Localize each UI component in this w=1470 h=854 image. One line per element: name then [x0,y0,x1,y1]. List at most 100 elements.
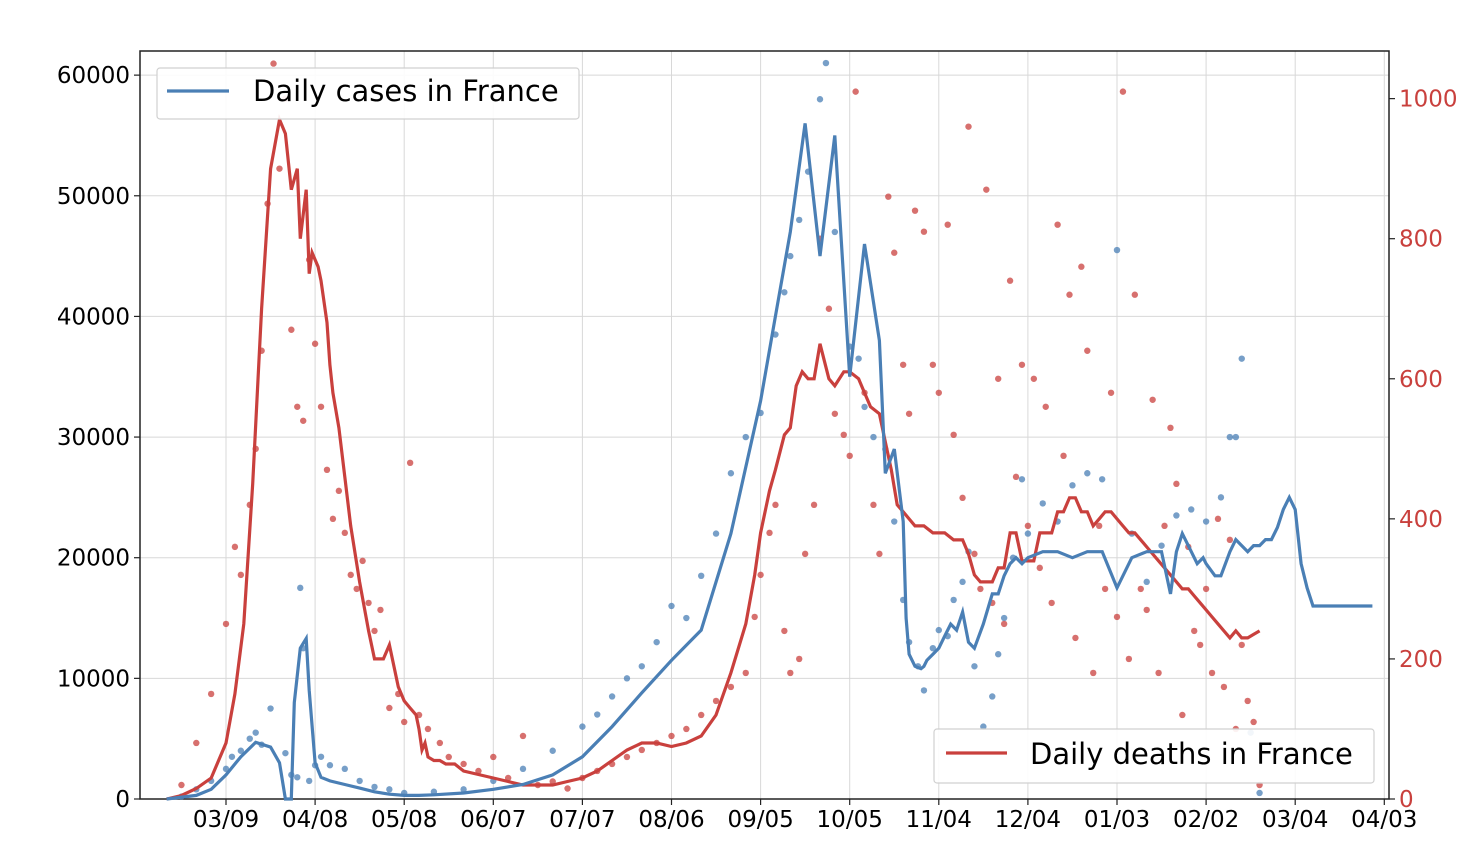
cases-point [1173,512,1180,519]
deaths-point [891,249,898,256]
deaths-point [1054,221,1061,228]
deaths-point [1238,641,1245,649]
deaths-point [1173,480,1180,488]
cases-point [929,644,937,652]
cases-point [608,693,616,700]
cases-point [579,723,586,730]
deaths-points [178,60,1263,792]
deaths-point [1006,277,1014,284]
cases-point [317,753,325,760]
deaths-point [564,785,571,792]
deaths-point [876,550,883,558]
deaths-point [944,221,951,228]
cases-point [1098,476,1106,483]
legend-cases: Daily cases in France [156,67,580,120]
deaths-point [1036,564,1043,572]
right-tick-label: 600 [1399,367,1443,393]
deaths-point [1250,718,1257,726]
cases-point [891,518,898,525]
x-tick-label: 04/08 [282,807,348,833]
left-tick-label: 0 [115,787,130,813]
deaths-point [920,228,928,235]
deaths-point [1196,641,1204,649]
cases-point [294,774,301,781]
deaths-point [772,501,779,509]
deaths-point [193,739,200,747]
cases-point [971,663,978,670]
cases-point [638,663,645,670]
deaths-line [166,114,1261,801]
cases-point [1226,433,1234,441]
deaths-point [1125,655,1133,663]
deaths-point [1226,536,1234,544]
x-tick-label: 10/05 [817,807,883,833]
cases-point [252,729,259,736]
cases-point [228,753,236,760]
deaths-point [323,466,331,474]
cases-point [326,762,334,769]
right-tick-label: 200 [1399,647,1443,673]
left-tick-label: 50000 [57,184,130,210]
deaths-point [1214,515,1222,523]
deaths-point [1179,711,1186,719]
deaths-point [300,417,307,424]
x-tick-label: 04/03 [1351,807,1417,833]
deaths-point [519,732,527,740]
cases-point [1039,500,1046,507]
cases-point [870,433,877,441]
cases-point [237,747,245,754]
cases-point [297,584,304,592]
deaths-point [727,683,735,691]
deaths-point [1048,599,1055,607]
x-tick-label: 02/02 [1173,807,1239,833]
cases-point [855,355,862,362]
deaths-point [1143,606,1150,614]
cases-point [781,289,788,296]
deaths-point [825,305,833,312]
cases-point [460,786,467,793]
right-tick-label: 400 [1399,507,1443,533]
deaths-point [1119,88,1127,95]
deaths-point [401,718,408,726]
left-tick-label: 30000 [57,425,130,451]
cases-point [989,693,996,700]
cases-point [1084,470,1091,477]
deaths-point [1090,669,1097,677]
deaths-point [1149,396,1156,403]
deaths-point [359,557,366,565]
cases-point [356,777,363,785]
left-axis: 0 10000 20000 30000 40000 50000 60000 [57,63,140,813]
deaths-point [371,627,378,635]
deaths-point [1220,683,1228,691]
deaths-point [1101,585,1109,593]
deaths-point [231,543,239,551]
deaths-point [742,669,749,677]
deaths-point [1167,424,1174,432]
cases-point [371,783,378,791]
deaths-point [347,571,354,579]
deaths-point [781,627,788,635]
cases-point [1188,506,1195,513]
deaths-point [1137,585,1144,593]
deaths-point [796,655,803,663]
right-tick-label: 1000 [1399,87,1458,113]
x-tick-label: 08/06 [638,807,704,833]
deaths-point [237,571,245,579]
deaths-point [852,88,859,95]
deaths-point [757,571,764,579]
deaths-point [1042,403,1049,410]
deaths-point [1208,669,1216,677]
cases-point [305,777,313,785]
cases-point [1113,246,1121,254]
deaths-point [353,585,360,593]
deaths-point [424,725,432,733]
right-tick-label: 0 [1399,787,1414,813]
x-tick-label: 11/04 [906,807,972,833]
deaths-point [1084,347,1091,354]
cases-point [861,403,868,411]
cases-point [980,723,987,730]
deaths-point [1060,452,1067,460]
deaths-point [335,487,343,495]
deaths-point [178,781,185,789]
